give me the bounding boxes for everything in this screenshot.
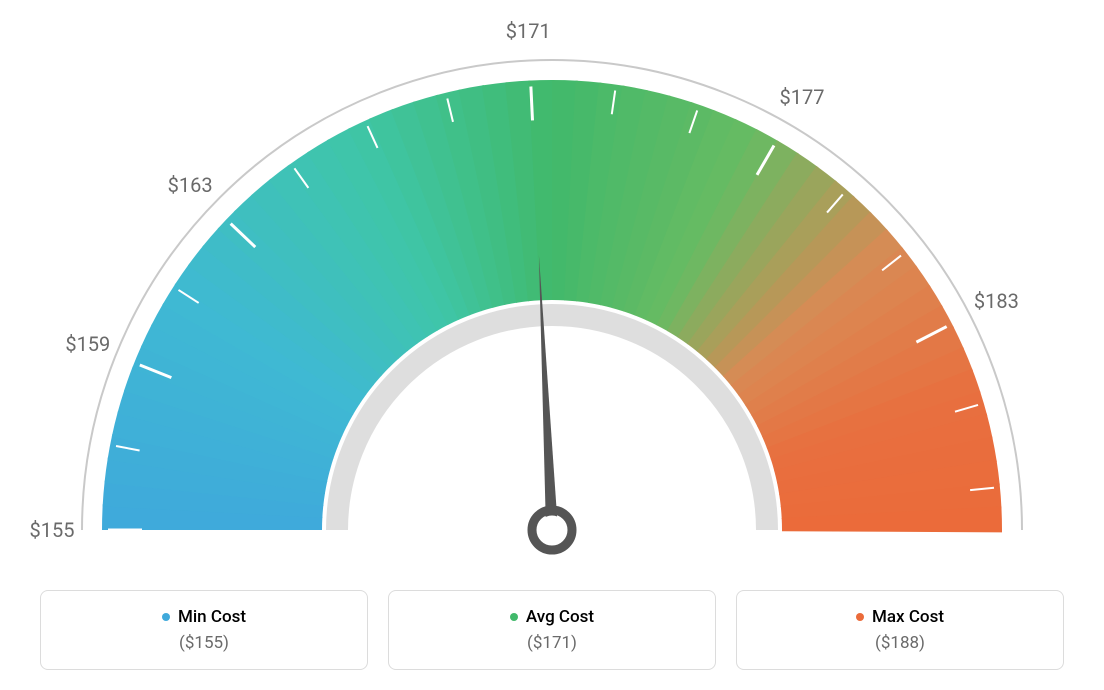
legend-min-label: Min Cost (178, 607, 246, 627)
legend-row: Min Cost ($155) Avg Cost ($171) Max Cost… (40, 590, 1064, 670)
gauge-tick-label: $171 (506, 19, 551, 43)
legend-min-value: ($155) (179, 633, 229, 653)
legend-dot-max (856, 613, 864, 621)
legend-avg-top: Avg Cost (510, 607, 594, 627)
gauge-tick-label: $183 (974, 289, 1019, 313)
gauge-tick-label: $177 (780, 85, 825, 109)
legend-card-min: Min Cost ($155) (40, 590, 368, 670)
gauge-tick-label: $155 (30, 518, 75, 542)
legend-card-avg: Avg Cost ($171) (388, 590, 716, 670)
legend-min-top: Min Cost (162, 607, 246, 627)
gauge-tick-label: $159 (65, 332, 110, 356)
gauge-tick-label: $163 (168, 173, 213, 197)
legend-dot-min (162, 613, 170, 621)
gauge-chart: $155 $159 $163 $171 $177 $183 (0, 0, 1104, 560)
legend-dot-avg (510, 613, 518, 621)
legend-max-top: Max Cost (856, 607, 944, 627)
gauge-svg (0, 0, 1104, 560)
legend-max-label: Max Cost (872, 607, 944, 627)
legend-card-max: Max Cost ($188) (736, 590, 1064, 670)
legend-avg-value: ($171) (527, 633, 577, 653)
legend-avg-label: Avg Cost (526, 607, 594, 627)
legend-max-value: ($188) (875, 633, 925, 653)
